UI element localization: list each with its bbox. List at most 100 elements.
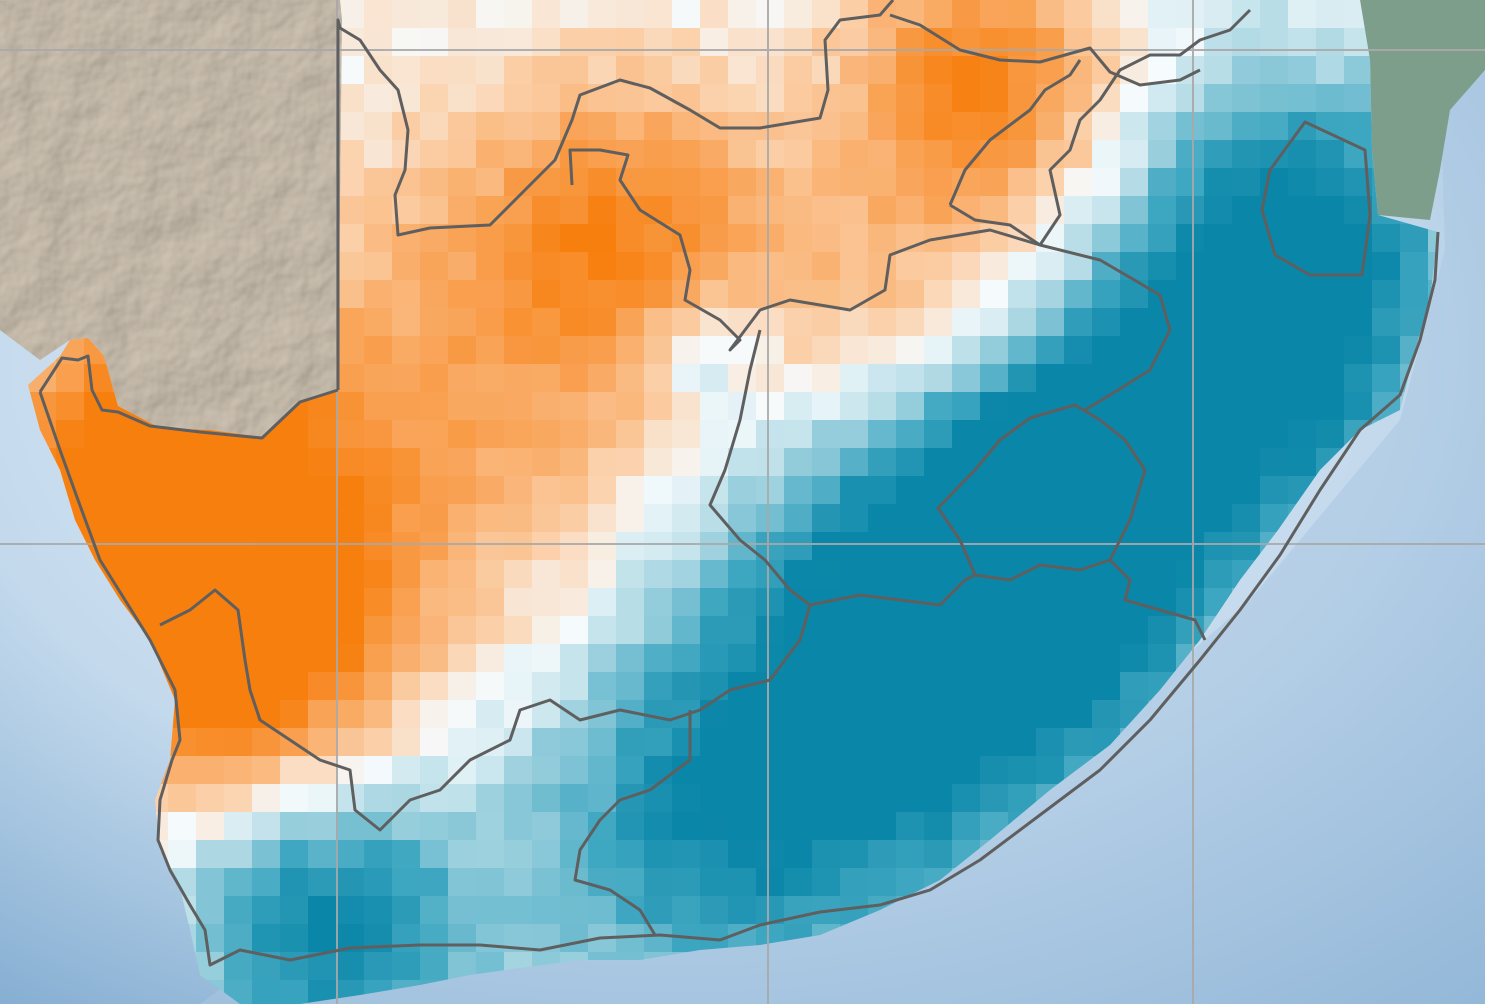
anomaly-cell bbox=[336, 700, 364, 728]
anomaly-cell bbox=[280, 560, 308, 588]
anomaly-cell bbox=[560, 700, 588, 728]
anomaly-cell bbox=[504, 56, 532, 84]
anomaly-cell bbox=[756, 448, 784, 476]
anomaly-cell bbox=[1148, 56, 1176, 84]
anomaly-cell bbox=[868, 84, 896, 112]
anomaly-cell bbox=[840, 420, 868, 448]
anomaly-cell bbox=[1036, 672, 1064, 700]
anomaly-cell bbox=[1204, 504, 1232, 532]
anomaly-cell bbox=[644, 280, 672, 308]
anomaly-cell bbox=[560, 756, 588, 784]
anomaly-cell bbox=[504, 392, 532, 420]
anomaly-cell bbox=[868, 140, 896, 168]
anomaly-cell bbox=[224, 532, 252, 560]
anomaly-cell bbox=[84, 448, 112, 476]
anomaly-cell bbox=[1036, 364, 1064, 392]
anomaly-cell bbox=[308, 896, 336, 924]
anomaly-cell bbox=[728, 224, 756, 252]
anomaly-cell bbox=[924, 812, 952, 840]
anomaly-cell bbox=[868, 840, 896, 868]
anomaly-cell bbox=[56, 392, 84, 420]
anomaly-cell bbox=[1036, 700, 1064, 728]
anomaly-cell bbox=[1036, 28, 1064, 56]
anomaly-cell bbox=[1204, 140, 1232, 168]
anomaly-cell bbox=[1148, 112, 1176, 140]
anomaly-cell bbox=[504, 812, 532, 840]
anomaly-cell bbox=[980, 700, 1008, 728]
anomaly-cell bbox=[504, 168, 532, 196]
anomaly-cell bbox=[336, 784, 364, 812]
anomaly-cell bbox=[1008, 168, 1036, 196]
anomaly-cell bbox=[336, 252, 364, 280]
anomaly-cell bbox=[644, 168, 672, 196]
anomaly-cell bbox=[644, 812, 672, 840]
anomaly-cell bbox=[1092, 112, 1120, 140]
anomaly-cell bbox=[896, 700, 924, 728]
anomaly-cell bbox=[588, 532, 616, 560]
anomaly-cell bbox=[448, 476, 476, 504]
anomaly-cell bbox=[336, 364, 364, 392]
anomaly-cell bbox=[1092, 168, 1120, 196]
anomaly-cell bbox=[1176, 392, 1204, 420]
anomaly-cell bbox=[1092, 700, 1120, 728]
anomaly-cell bbox=[308, 868, 336, 896]
anomaly-cell bbox=[728, 840, 756, 868]
anomaly-cell bbox=[588, 0, 616, 28]
anomaly-cell bbox=[336, 644, 364, 672]
anomaly-cell bbox=[560, 588, 588, 616]
anomaly-cell bbox=[812, 392, 840, 420]
anomaly-cell bbox=[1260, 308, 1288, 336]
anomaly-cell bbox=[644, 756, 672, 784]
anomaly-cell bbox=[448, 336, 476, 364]
anomaly-cell bbox=[728, 868, 756, 896]
anomaly-cell bbox=[700, 644, 728, 672]
anomaly-cell bbox=[756, 672, 784, 700]
anomaly-cell bbox=[112, 420, 140, 448]
anomaly-cell bbox=[868, 448, 896, 476]
anomaly-cell bbox=[308, 588, 336, 616]
anomaly-cell bbox=[672, 616, 700, 644]
anomaly-cell bbox=[336, 504, 364, 532]
anomaly-cell bbox=[672, 728, 700, 756]
anomaly-cell bbox=[336, 812, 364, 840]
anomaly-cell bbox=[1204, 0, 1232, 28]
anomaly-cell bbox=[1204, 560, 1232, 588]
anomaly-cell bbox=[840, 840, 868, 868]
anomaly-cell bbox=[476, 364, 504, 392]
anomaly-cell bbox=[784, 196, 812, 224]
anomaly-cell bbox=[392, 0, 420, 28]
anomaly-cell bbox=[644, 56, 672, 84]
anomaly-cell bbox=[644, 196, 672, 224]
anomaly-cell bbox=[812, 532, 840, 560]
anomaly-cell bbox=[700, 840, 728, 868]
anomaly-cell bbox=[196, 756, 224, 784]
anomaly-cell bbox=[1092, 308, 1120, 336]
anomaly-cell bbox=[840, 196, 868, 224]
anomaly-cell bbox=[420, 560, 448, 588]
anomaly-cell bbox=[364, 224, 392, 252]
anomaly-cell bbox=[1176, 0, 1204, 28]
anomaly-cell bbox=[196, 476, 224, 504]
anomaly-cell bbox=[1008, 140, 1036, 168]
anomaly-cell bbox=[784, 28, 812, 56]
anomaly-cell bbox=[756, 392, 784, 420]
anomaly-cell bbox=[700, 896, 728, 924]
anomaly-cell bbox=[504, 476, 532, 504]
anomaly-cell bbox=[420, 672, 448, 700]
anomaly-cell bbox=[308, 784, 336, 812]
anomaly-cell bbox=[700, 196, 728, 224]
anomaly-cell bbox=[532, 448, 560, 476]
anomaly-cell bbox=[644, 448, 672, 476]
anomaly-cell bbox=[532, 336, 560, 364]
anomaly-cell bbox=[1176, 140, 1204, 168]
anomaly-cell bbox=[1316, 84, 1344, 112]
anomaly-cell bbox=[252, 812, 280, 840]
anomaly-cell bbox=[672, 336, 700, 364]
anomaly-cell bbox=[476, 140, 504, 168]
anomaly-cell bbox=[812, 616, 840, 644]
anomaly-cell bbox=[924, 392, 952, 420]
province-boundary bbox=[568, 148, 1161, 352]
